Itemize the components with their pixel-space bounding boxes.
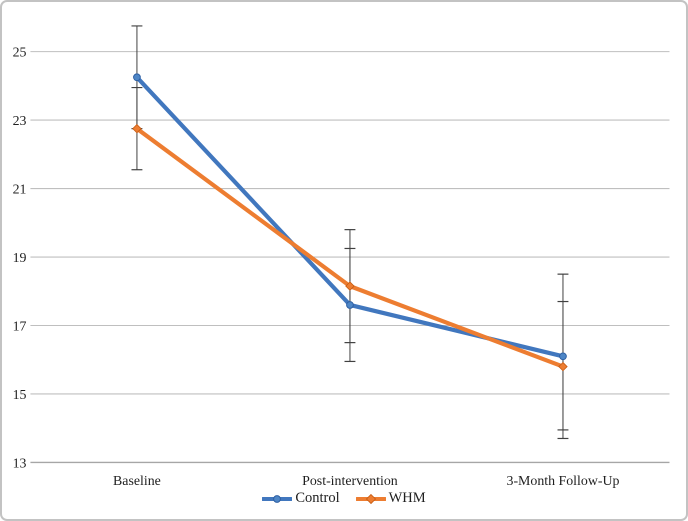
data-point-control-baseline bbox=[133, 73, 141, 82]
legend-label-control: Control bbox=[295, 490, 340, 506]
y-tick-label: 17 bbox=[13, 319, 27, 334]
x-category-label-baseline: Baseline bbox=[113, 474, 161, 489]
y-tick-label: 19 bbox=[13, 251, 27, 266]
data-point-whm-baseline bbox=[132, 123, 142, 134]
data-point-control-post-intervention bbox=[346, 301, 354, 309]
data-point-whm-3-month-follow-up bbox=[558, 361, 568, 372]
chart-legend: Control WHM bbox=[2, 490, 686, 507]
data-point-whm-post-intervention bbox=[345, 281, 355, 291]
x-category-label-3-month-follow-up: 3-Month Follow-Up bbox=[507, 474, 620, 489]
y-tick-label: 23 bbox=[13, 114, 27, 129]
y-tick-label: 15 bbox=[13, 388, 27, 403]
legend-marker-whm-icon bbox=[355, 493, 386, 504]
legend-marker-control-icon bbox=[262, 494, 293, 503]
data-point-control-3-month-follow-up bbox=[559, 352, 567, 361]
legend-item-control: Control bbox=[262, 490, 340, 507]
y-tick-label: 25 bbox=[13, 46, 27, 61]
legend-item-whm: WHM bbox=[355, 490, 426, 507]
y-tick-label: 21 bbox=[13, 183, 27, 198]
y-tick-label: 13 bbox=[13, 456, 27, 471]
x-category-label-post-intervention: Post-intervention bbox=[302, 474, 398, 489]
legend-label-whm: WHM bbox=[388, 490, 426, 506]
